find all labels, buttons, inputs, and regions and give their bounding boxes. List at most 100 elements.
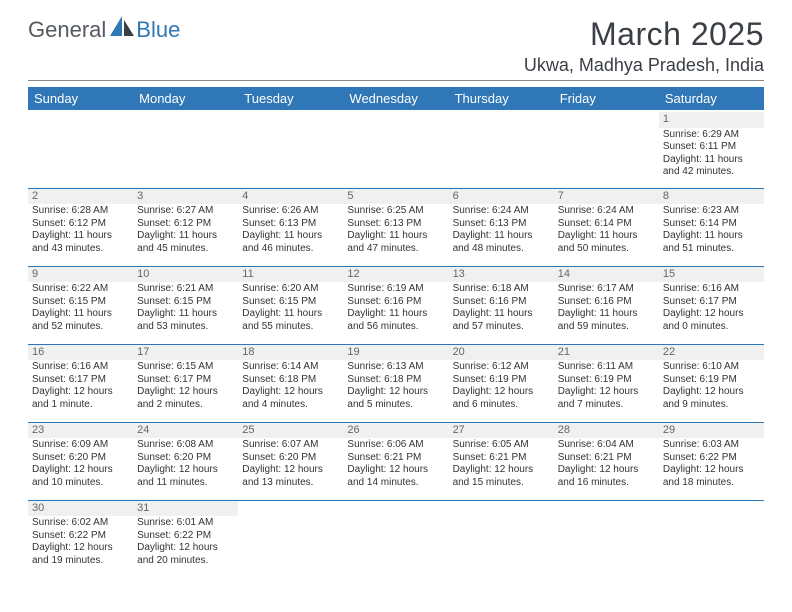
day-number: 19 bbox=[343, 345, 448, 361]
day-number: 10 bbox=[133, 267, 238, 283]
sunset-line: Sunset: 6:20 PM bbox=[32, 452, 129, 465]
day-number: 18 bbox=[238, 345, 343, 361]
daylight-line: Daylight: 11 hours and 50 minutes. bbox=[558, 230, 655, 255]
calendar-cell bbox=[343, 500, 448, 578]
sunrise-line: Sunrise: 6:16 AM bbox=[32, 361, 129, 374]
title-block: March 2025 Ukwa, Madhya Pradesh, India bbox=[524, 16, 764, 76]
calendar-week-row: 30Sunrise: 6:02 AMSunset: 6:22 PMDayligh… bbox=[28, 500, 764, 578]
sunset-line: Sunset: 6:22 PM bbox=[137, 530, 234, 543]
daylight-line: Daylight: 12 hours and 16 minutes. bbox=[558, 464, 655, 489]
calendar-cell: 20Sunrise: 6:12 AMSunset: 6:19 PMDayligh… bbox=[449, 344, 554, 422]
sunrise-line: Sunrise: 6:11 AM bbox=[558, 361, 655, 374]
day-number: 16 bbox=[28, 345, 133, 361]
sunrise-line: Sunrise: 6:09 AM bbox=[32, 439, 129, 452]
calendar-week-row: 2Sunrise: 6:28 AMSunset: 6:12 PMDaylight… bbox=[28, 188, 764, 266]
sunset-line: Sunset: 6:16 PM bbox=[347, 296, 444, 309]
calendar-cell bbox=[554, 500, 659, 578]
calendar-cell bbox=[449, 110, 554, 188]
page-title: March 2025 bbox=[524, 16, 764, 53]
day-number: 21 bbox=[554, 345, 659, 361]
calendar-cell: 5Sunrise: 6:25 AMSunset: 6:13 PMDaylight… bbox=[343, 188, 448, 266]
title-underline bbox=[28, 80, 764, 81]
sunrise-line: Sunrise: 6:07 AM bbox=[242, 439, 339, 452]
sunset-line: Sunset: 6:20 PM bbox=[242, 452, 339, 465]
sunrise-line: Sunrise: 6:16 AM bbox=[663, 283, 760, 296]
day-number: 7 bbox=[554, 189, 659, 205]
sunset-line: Sunset: 6:19 PM bbox=[663, 374, 760, 387]
sunset-line: Sunset: 6:13 PM bbox=[242, 218, 339, 231]
daylight-line: Daylight: 12 hours and 15 minutes. bbox=[453, 464, 550, 489]
calendar-table: SundayMondayTuesdayWednesdayThursdayFrid… bbox=[28, 87, 764, 578]
day-header: Thursday bbox=[449, 87, 554, 110]
day-header: Tuesday bbox=[238, 87, 343, 110]
sunset-line: Sunset: 6:11 PM bbox=[663, 141, 760, 154]
calendar-cell: 2Sunrise: 6:28 AMSunset: 6:12 PMDaylight… bbox=[28, 188, 133, 266]
calendar-cell: 15Sunrise: 6:16 AMSunset: 6:17 PMDayligh… bbox=[659, 266, 764, 344]
sunrise-line: Sunrise: 6:10 AM bbox=[663, 361, 760, 374]
calendar-cell bbox=[238, 500, 343, 578]
sail-icon bbox=[110, 16, 136, 43]
sunset-line: Sunset: 6:16 PM bbox=[558, 296, 655, 309]
calendar-cell: 13Sunrise: 6:18 AMSunset: 6:16 PMDayligh… bbox=[449, 266, 554, 344]
calendar-week-row: 23Sunrise: 6:09 AMSunset: 6:20 PMDayligh… bbox=[28, 422, 764, 500]
day-number: 8 bbox=[659, 189, 764, 205]
daylight-line: Daylight: 11 hours and 55 minutes. bbox=[242, 308, 339, 333]
daylight-line: Daylight: 11 hours and 43 minutes. bbox=[32, 230, 129, 255]
sunrise-line: Sunrise: 6:22 AM bbox=[32, 283, 129, 296]
sunset-line: Sunset: 6:21 PM bbox=[453, 452, 550, 465]
day-number: 2 bbox=[28, 189, 133, 205]
daylight-line: Daylight: 12 hours and 0 minutes. bbox=[663, 308, 760, 333]
day-header: Monday bbox=[133, 87, 238, 110]
location-subtitle: Ukwa, Madhya Pradesh, India bbox=[524, 55, 764, 76]
sunset-line: Sunset: 6:18 PM bbox=[242, 374, 339, 387]
daylight-line: Daylight: 12 hours and 11 minutes. bbox=[137, 464, 234, 489]
daylight-line: Daylight: 12 hours and 18 minutes. bbox=[663, 464, 760, 489]
sunrise-line: Sunrise: 6:08 AM bbox=[137, 439, 234, 452]
calendar-cell: 23Sunrise: 6:09 AMSunset: 6:20 PMDayligh… bbox=[28, 422, 133, 500]
calendar-cell: 30Sunrise: 6:02 AMSunset: 6:22 PMDayligh… bbox=[28, 500, 133, 578]
calendar-cell: 9Sunrise: 6:22 AMSunset: 6:15 PMDaylight… bbox=[28, 266, 133, 344]
day-header: Sunday bbox=[28, 87, 133, 110]
day-number: 11 bbox=[238, 267, 343, 283]
sunrise-line: Sunrise: 6:24 AM bbox=[558, 205, 655, 218]
sunset-line: Sunset: 6:19 PM bbox=[453, 374, 550, 387]
sunrise-line: Sunrise: 6:15 AM bbox=[137, 361, 234, 374]
calendar-week-row: 16Sunrise: 6:16 AMSunset: 6:17 PMDayligh… bbox=[28, 344, 764, 422]
day-number: 23 bbox=[28, 423, 133, 439]
sunrise-line: Sunrise: 6:25 AM bbox=[347, 205, 444, 218]
sunset-line: Sunset: 6:21 PM bbox=[558, 452, 655, 465]
daylight-line: Daylight: 12 hours and 14 minutes. bbox=[347, 464, 444, 489]
sunrise-line: Sunrise: 6:06 AM bbox=[347, 439, 444, 452]
daylight-line: Daylight: 11 hours and 42 minutes. bbox=[663, 154, 760, 179]
daylight-line: Daylight: 12 hours and 9 minutes. bbox=[663, 386, 760, 411]
sunset-line: Sunset: 6:14 PM bbox=[558, 218, 655, 231]
calendar-cell: 1Sunrise: 6:29 AMSunset: 6:11 PMDaylight… bbox=[659, 110, 764, 188]
day-number: 29 bbox=[659, 423, 764, 439]
day-number: 27 bbox=[449, 423, 554, 439]
day-number: 24 bbox=[133, 423, 238, 439]
sunrise-line: Sunrise: 6:04 AM bbox=[558, 439, 655, 452]
calendar-body: 1Sunrise: 6:29 AMSunset: 6:11 PMDaylight… bbox=[28, 110, 764, 578]
day-number: 1 bbox=[659, 112, 764, 128]
calendar-cell: 28Sunrise: 6:04 AMSunset: 6:21 PMDayligh… bbox=[554, 422, 659, 500]
day-header: Wednesday bbox=[343, 87, 448, 110]
day-number: 25 bbox=[238, 423, 343, 439]
day-number: 9 bbox=[28, 267, 133, 283]
day-number: 17 bbox=[133, 345, 238, 361]
calendar-cell: 8Sunrise: 6:23 AMSunset: 6:14 PMDaylight… bbox=[659, 188, 764, 266]
calendar-cell: 19Sunrise: 6:13 AMSunset: 6:18 PMDayligh… bbox=[343, 344, 448, 422]
daylight-line: Daylight: 12 hours and 7 minutes. bbox=[558, 386, 655, 411]
calendar-cell: 14Sunrise: 6:17 AMSunset: 6:16 PMDayligh… bbox=[554, 266, 659, 344]
calendar-week-row: 1Sunrise: 6:29 AMSunset: 6:11 PMDaylight… bbox=[28, 110, 764, 188]
day-header: Friday bbox=[554, 87, 659, 110]
sunrise-line: Sunrise: 6:19 AM bbox=[347, 283, 444, 296]
sunrise-line: Sunrise: 6:02 AM bbox=[32, 517, 129, 530]
calendar-cell: 26Sunrise: 6:06 AMSunset: 6:21 PMDayligh… bbox=[343, 422, 448, 500]
sunrise-line: Sunrise: 6:05 AM bbox=[453, 439, 550, 452]
sunset-line: Sunset: 6:13 PM bbox=[347, 218, 444, 231]
calendar-cell bbox=[343, 110, 448, 188]
sunset-line: Sunset: 6:21 PM bbox=[347, 452, 444, 465]
daylight-line: Daylight: 12 hours and 1 minute. bbox=[32, 386, 129, 411]
sunset-line: Sunset: 6:16 PM bbox=[453, 296, 550, 309]
daylight-line: Daylight: 12 hours and 2 minutes. bbox=[137, 386, 234, 411]
